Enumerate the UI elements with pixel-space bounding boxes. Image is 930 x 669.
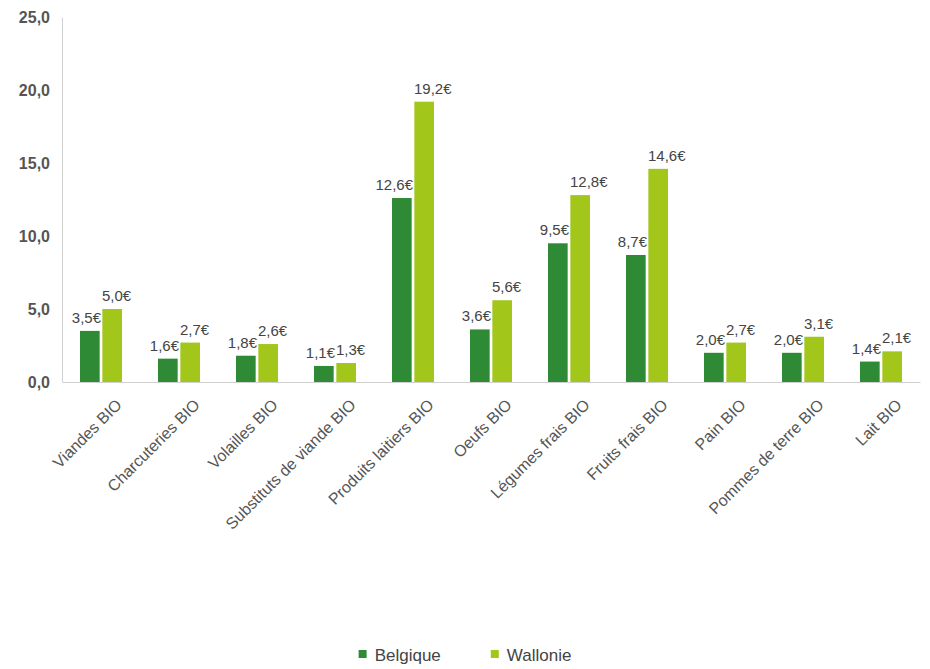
bar [626, 255, 646, 382]
y-tick: 20,0 [19, 82, 62, 99]
data-label: 5,0€ [102, 287, 132, 304]
data-labels: 3,5€ 1,6€ 1,8€ 1,1€ 12,6€ 3,6€ 9,5€ 8,7€ 2,0€ 2,0… [72, 80, 912, 361]
data-label: 2,1€ [882, 329, 912, 346]
y-axis: 0,0 5,0 10,0 15,0 20,0 25,0 [19, 9, 63, 391]
bar [336, 363, 356, 382]
legend-label: Wallonie [507, 646, 572, 665]
x-tick-label: Volailles BIO [205, 396, 281, 472]
data-label: 1,1€ [306, 344, 336, 361]
data-label: 1,3€ [336, 341, 366, 358]
data-label: 1,4€ [852, 340, 882, 357]
x-tick-label: Charcuteries BIO [104, 396, 203, 495]
x-tick: Lait BIO [852, 382, 905, 449]
legend-item: Wallonie [491, 646, 572, 665]
y-tick: 5,0 [28, 301, 62, 318]
x-tick-label: Produits laitiers BIO [325, 396, 437, 508]
data-label: 12,6€ [375, 176, 413, 193]
y-tick-label: 0,0 [28, 374, 50, 391]
y-tick-label: 5,0 [28, 301, 50, 318]
data-label: 3,1€ [804, 315, 834, 332]
data-label: 3,5€ [72, 309, 102, 326]
bar [882, 351, 902, 382]
bar [314, 366, 334, 382]
bar [392, 198, 412, 382]
data-label: 3,6€ [462, 307, 492, 324]
x-tick: Viandes BIO [50, 382, 125, 471]
bar [258, 344, 278, 382]
x-tick-label: Pommes de terre BIO [706, 396, 827, 517]
bar [704, 353, 724, 382]
bar [492, 300, 512, 382]
legend: Belgique Wallonie [359, 646, 572, 665]
bar [648, 169, 668, 382]
bar [860, 362, 880, 382]
x-tick: Oeufs BIO [450, 382, 515, 461]
data-label: 1,8€ [228, 334, 258, 351]
y-tick-label: 25,0 [19, 9, 50, 26]
x-tick-label: Substituts de viande BIO [222, 396, 359, 533]
y-axis-line [62, 18, 63, 383]
x-tick: Produits laitiers BIO [325, 382, 437, 508]
data-label: 2,7€ [180, 321, 210, 338]
x-tick: Fruits frais BIO [584, 382, 671, 483]
y-tick: 0,0 [28, 374, 62, 391]
plot: 0,0 5,0 10,0 15,0 20,0 25,0 Viandes BIOCharcut… [19, 9, 921, 533]
bar [470, 329, 490, 382]
data-label: 5,6€ [492, 278, 522, 295]
x-tick: Pain BIO [692, 382, 749, 453]
bars [80, 102, 902, 382]
data-label: 8,7€ [618, 233, 648, 250]
bar [102, 309, 122, 382]
x-tick: Substituts de viande BIO [222, 382, 359, 533]
bar [548, 243, 568, 382]
y-tick: 15,0 [19, 155, 62, 172]
legend-item: Belgique [359, 646, 441, 665]
data-label: 2,0€ [774, 331, 804, 348]
data-label: 14,6€ [648, 147, 686, 164]
bar [180, 343, 200, 382]
x-tick-label: Viandes BIO [50, 396, 125, 471]
series-bars [80, 198, 880, 382]
x-tick-label: Pain BIO [692, 396, 749, 453]
y-tick-label: 20,0 [19, 82, 50, 99]
data-label: 2,7€ [726, 321, 756, 338]
bar [570, 195, 590, 382]
y-tick: 10,0 [19, 228, 62, 245]
series-bars [102, 102, 902, 382]
bar [804, 337, 824, 382]
y-tick-label: 10,0 [19, 228, 50, 245]
data-label: 2,0€ [696, 331, 726, 348]
x-tick-label: Lait BIO [852, 396, 905, 449]
legend-swatch [359, 650, 367, 658]
x-tick: Légumes frais BIO [487, 382, 593, 502]
x-axis-line [63, 382, 921, 383]
y-tick-label: 15,0 [19, 155, 50, 172]
data-label: 2,6€ [258, 322, 288, 339]
data-label: 12,8€ [570, 173, 608, 190]
x-tick: Pommes de terre BIO [706, 382, 827, 517]
data-label: 19,2€ [414, 80, 452, 97]
bar [726, 343, 746, 382]
x-axis: Viandes BIOCharcuteries BIOVolailles BIO… [50, 382, 921, 533]
chart: 0,0 5,0 10,0 15,0 20,0 25,0 Viandes BIOCharcut… [0, 0, 930, 669]
bar [158, 359, 178, 382]
data-label: 1,6€ [150, 337, 180, 354]
x-tick-label: Fruits frais BIO [584, 396, 671, 483]
bar [414, 102, 434, 382]
data-label: 9,5€ [540, 221, 570, 238]
x-tick-label: Oeufs BIO [450, 396, 515, 461]
bar [80, 331, 100, 382]
legend-label: Belgique [375, 646, 441, 665]
legend-swatch [491, 650, 499, 658]
x-tick-label: Légumes frais BIO [487, 396, 593, 502]
x-tick: Charcuteries BIO [104, 382, 203, 495]
bar [236, 356, 256, 382]
y-tick: 25,0 [19, 9, 62, 26]
x-tick: Volailles BIO [205, 382, 281, 472]
bar [782, 353, 802, 382]
